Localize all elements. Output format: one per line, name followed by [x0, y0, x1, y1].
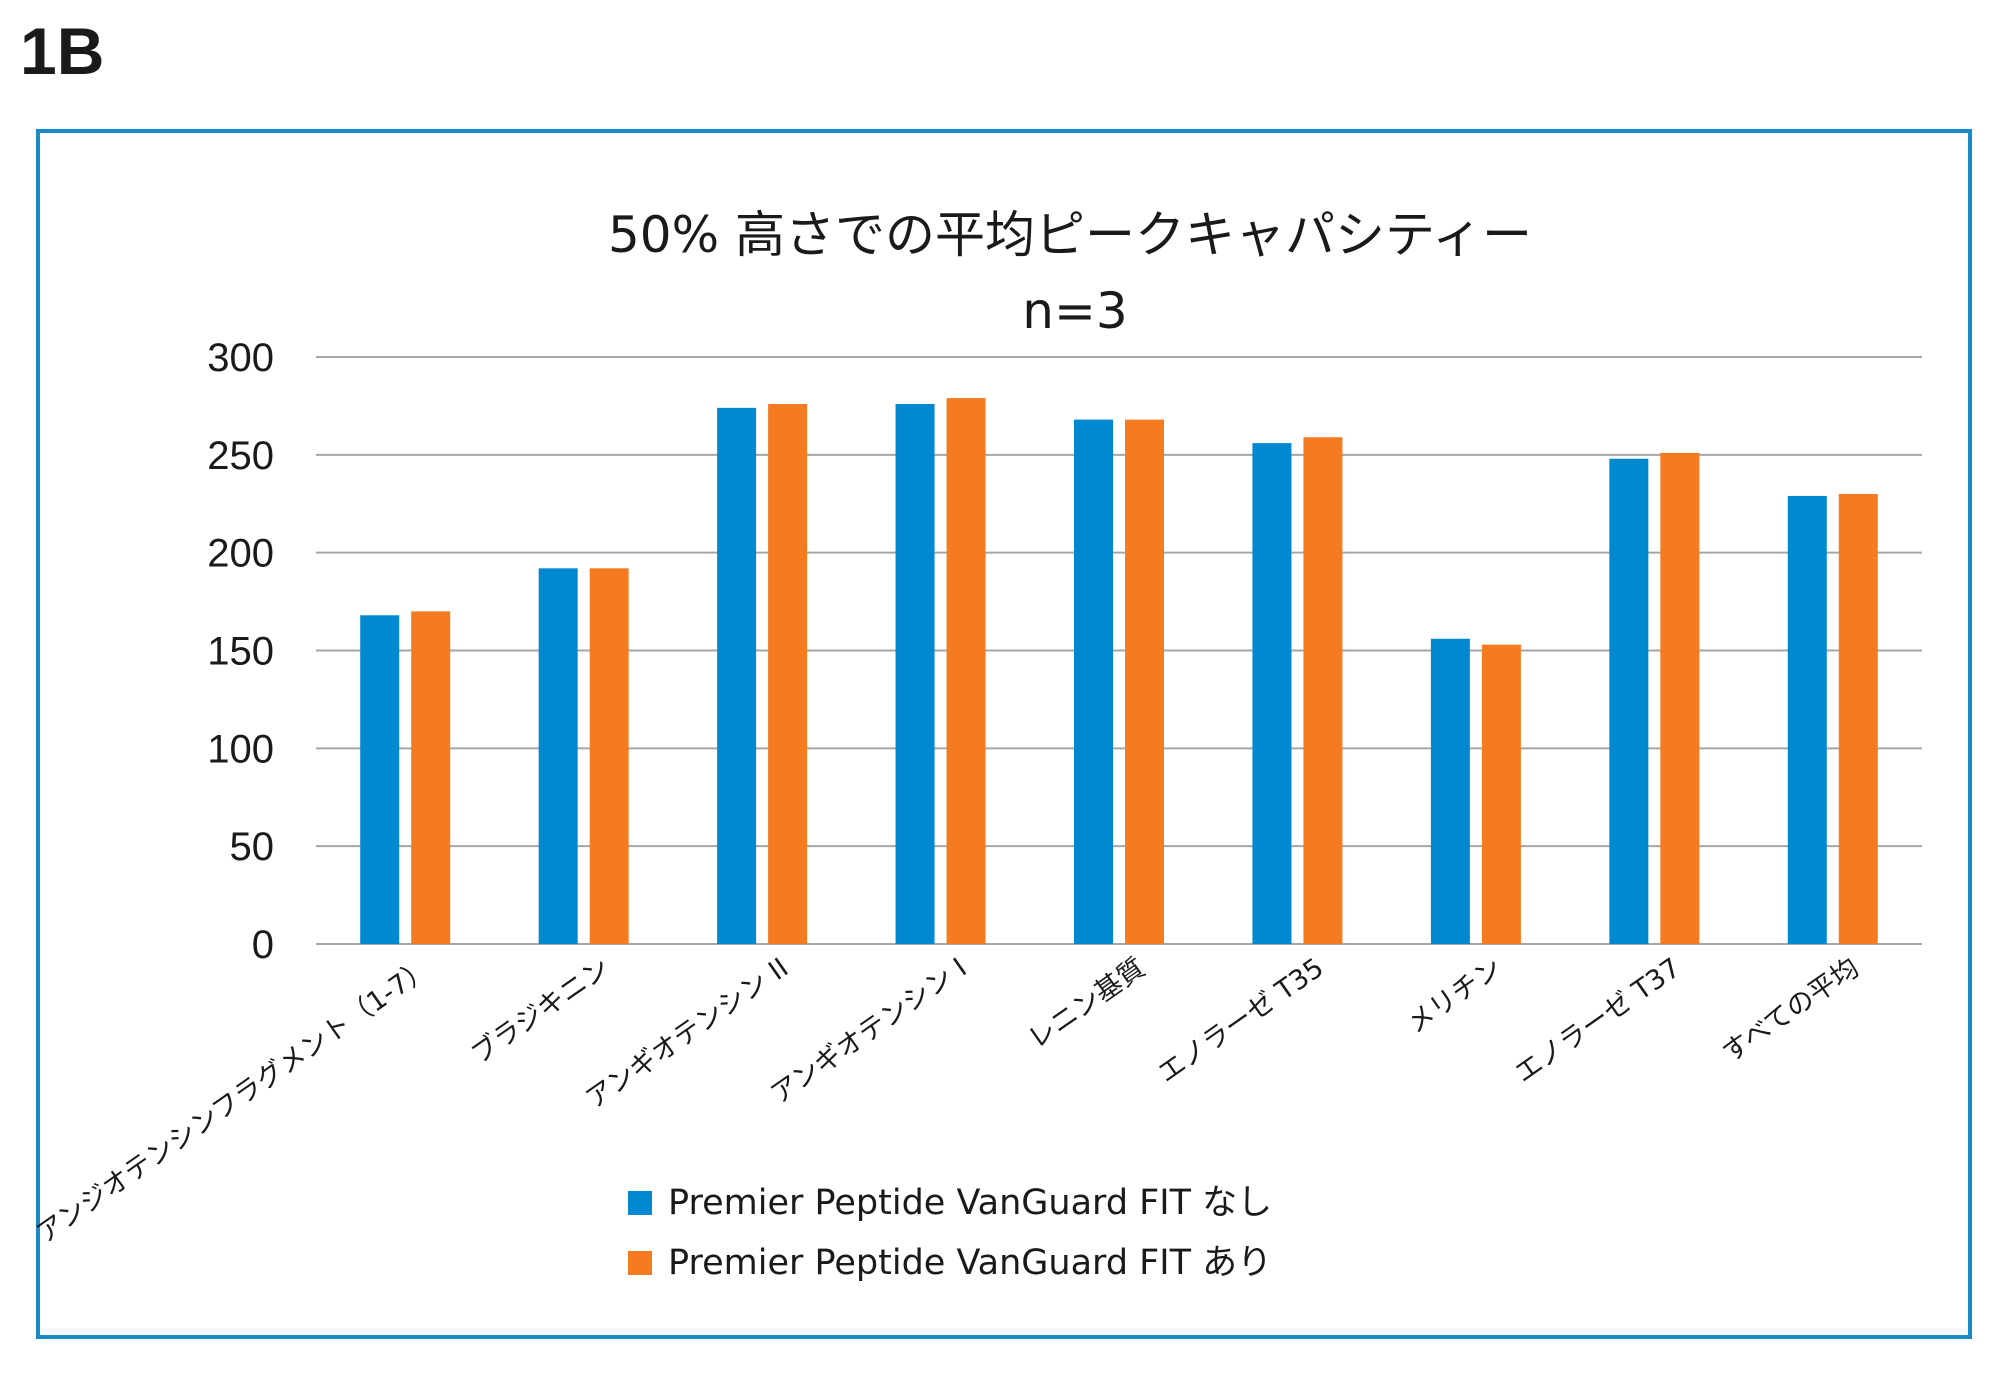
bar-series-1-cat-9 [1787, 495, 1827, 944]
x-category-label: アンギオテンシン I [765, 952, 972, 1110]
bar-series-2-cat-9 [1838, 493, 1878, 944]
y-tick-label: 300 [207, 336, 274, 380]
x-category-label: エノラーゼ T37 [1509, 952, 1686, 1089]
x-category-label: ブラジキニン [466, 952, 616, 1070]
x-category-label: メリチン [1402, 952, 1508, 1039]
legend: Premier Peptide VanGuard FIT なし Premier P… [628, 1183, 1272, 1283]
bars [360, 398, 1878, 945]
bar-series-1-cat-1 [360, 615, 400, 944]
y-tick-label: 0 [252, 923, 274, 967]
bar-series-1-cat-8 [1609, 458, 1649, 944]
x-category-label: アンジオテンシンフラグメント（1-7） [31, 952, 437, 1249]
chart-subtitle: n=3 [1022, 282, 1127, 340]
panel-label: 1B [20, 14, 105, 88]
bar-series-2-cat-3 [768, 403, 808, 945]
bar-series-1-cat-6 [1252, 443, 1292, 944]
bar-series-2-cat-2 [589, 568, 629, 944]
gridlines [316, 356, 1922, 945]
y-axis-ticks: 0 50 100 150 200 250 300 [207, 336, 274, 967]
legend-swatch-1 [628, 1191, 652, 1215]
x-category-label: レニン基質 [1023, 952, 1151, 1055]
y-tick-label: 250 [207, 434, 274, 478]
y-tick-label: 100 [207, 727, 274, 771]
x-category-label: すべての平均 [1717, 952, 1865, 1069]
x-category-label: エノラーゼ T35 [1152, 952, 1329, 1089]
legend-label-1: Premier Peptide VanGuard FIT なし [668, 1183, 1272, 1223]
bar-series-1-cat-3 [717, 407, 757, 945]
y-tick-label: 200 [207, 532, 274, 576]
bar-series-1-cat-2 [538, 568, 578, 944]
bar-series-2-cat-4 [946, 398, 986, 945]
bar-series-2-cat-1 [411, 611, 451, 944]
y-tick-label: 50 [230, 825, 275, 869]
bar-series-1-cat-5 [1074, 419, 1113, 944]
bar-series-1-cat-7 [1430, 638, 1470, 944]
bar-series-2-cat-5 [1125, 419, 1164, 944]
bar-series-2-cat-8 [1660, 452, 1700, 944]
bar-series-1-cat-4 [895, 403, 935, 945]
bar-series-2-cat-7 [1481, 644, 1521, 944]
legend-label-2: Premier Peptide VanGuard FIT あり [668, 1243, 1272, 1283]
bar-series-2-cat-6 [1303, 437, 1343, 944]
y-tick-label: 150 [207, 630, 274, 674]
chart-frame [36, 129, 1972, 1339]
chart-title: 50% 高さでの平均ピークキャパシティー [608, 206, 1532, 264]
legend-swatch-2 [628, 1251, 652, 1275]
